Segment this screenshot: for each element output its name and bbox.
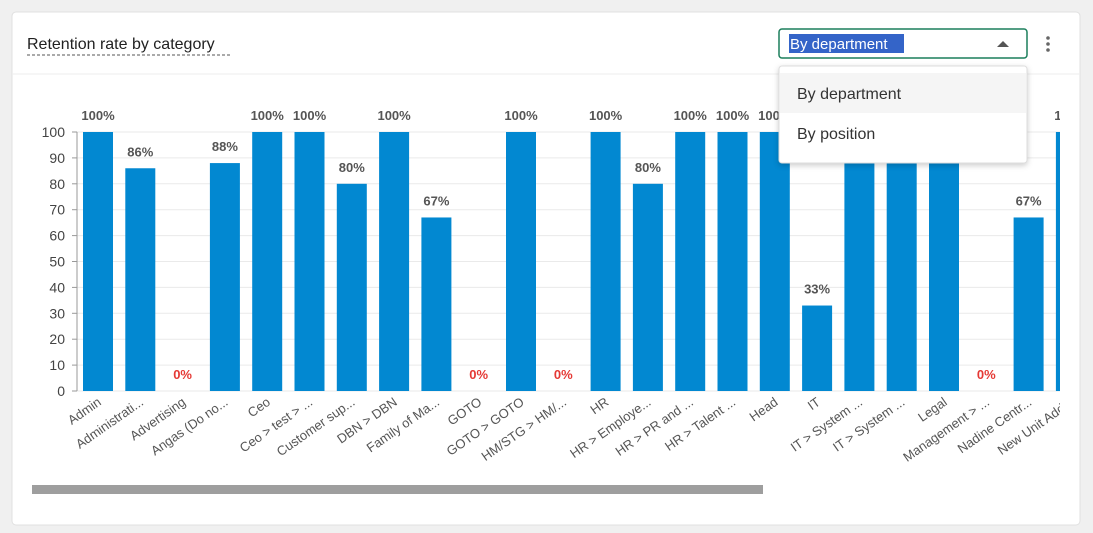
y-tick-label: 100 [42,124,66,140]
scrollbar[interactable] [32,485,763,494]
value-label: 67% [423,193,449,208]
value-label: 86% [127,144,153,159]
bar [252,132,283,391]
bar [83,132,113,391]
value-label: 88% [212,139,238,154]
bar [802,305,833,391]
y-tick-label: 50 [49,254,65,270]
value-label: 100% [293,108,327,123]
value-label: 100% [1054,108,1088,123]
bar [590,132,621,391]
bar [929,132,959,391]
bar [506,132,536,391]
dropdown-value: By department [790,36,888,53]
bar [421,217,452,391]
y-tick-label: 30 [49,305,65,321]
bar [209,163,240,391]
bar [336,183,367,391]
y-tick-label: 20 [49,331,65,347]
text-selection [789,34,904,53]
value-label: 100% [377,108,411,123]
bar [125,168,156,391]
y-tick-label: 40 [49,279,65,295]
dropdown-option[interactable]: By department [797,86,902,103]
value-label: 100% [251,108,285,123]
value-label: 33% [804,282,830,297]
value-label: 80% [339,160,365,175]
y-tick-label: 0 [57,383,65,399]
bar [294,132,325,391]
y-tick-label: 10 [49,357,65,373]
value-label: 100% [674,108,708,123]
bar [886,132,917,391]
bar [717,132,748,391]
card-title: Retention rate by category [27,36,215,53]
value-label: 100% [504,108,538,123]
value-label: 100% [589,108,623,123]
dropdown-option[interactable]: By position [797,126,875,143]
y-tick-label: 60 [49,228,65,244]
bar [1055,132,1060,391]
dropdown-arrow [997,41,1009,47]
value-label: 0% [554,367,573,382]
y-tick-label: 80 [49,176,65,192]
bar [844,132,875,391]
y-tick-label: 70 [49,202,65,218]
bar [379,132,410,391]
value-label: 100% [716,108,750,123]
value-label: 0% [173,367,192,382]
x-tick-label: Pav... [1084,394,1093,425]
value-label: 80% [635,160,661,175]
bar [675,132,706,391]
kebab-menu[interactable] [1046,36,1050,52]
y-axis: 0 10 20 30 40 50 60 70 80 90 100 [42,124,78,399]
y-tick-label: 90 [49,150,65,166]
value-label: 100% [81,108,115,123]
value-label: 0% [469,367,488,382]
option-highlight [780,73,1026,113]
bar [759,132,790,391]
bar [632,183,663,391]
value-label: 0% [977,367,996,382]
value-label: 67% [1016,193,1042,208]
bar [1013,217,1044,391]
